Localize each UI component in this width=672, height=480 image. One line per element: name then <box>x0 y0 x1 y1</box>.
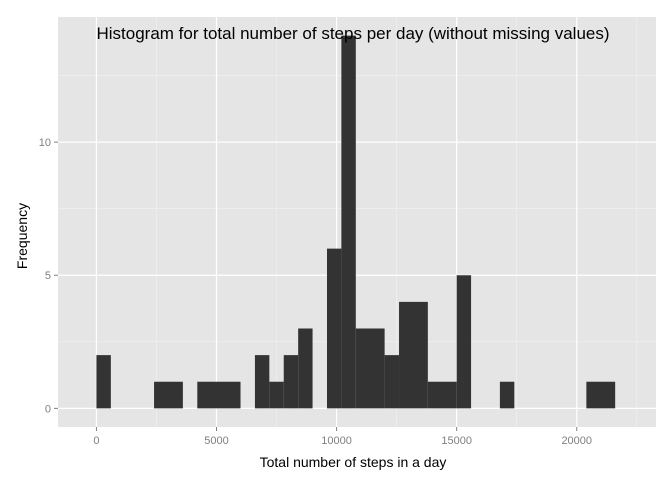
histogram-bar <box>499 381 515 409</box>
histogram-bars <box>96 35 616 409</box>
x-axis-ticks: 0 5000 10000 15000 20000 <box>93 427 592 447</box>
histogram-bar <box>197 381 241 409</box>
histogram-bar <box>154 381 183 409</box>
histogram-bar <box>399 301 428 409</box>
y-tick-label: 10 <box>39 137 51 149</box>
histogram-bar <box>341 35 356 409</box>
histogram-bar <box>427 381 457 409</box>
histogram-bar <box>96 355 111 409</box>
x-tick-label: 5000 <box>204 435 228 447</box>
histogram-bar <box>586 381 616 409</box>
x-tick-label: 0 <box>93 435 99 447</box>
y-tick-label: 5 <box>45 270 51 282</box>
x-tick-label: 10000 <box>321 435 352 447</box>
histogram-bar <box>384 355 400 409</box>
x-tick-label: 15000 <box>441 435 472 447</box>
histogram-bar <box>456 275 472 409</box>
histogram-bar <box>298 328 313 409</box>
x-axis-title: Total number of steps in a day <box>260 454 447 470</box>
x-tick-label: 20000 <box>561 435 592 447</box>
y-axis-ticks: 0 5 10 <box>39 137 58 415</box>
y-axis-title: Frequency <box>14 203 30 269</box>
histogram-bar <box>326 248 342 409</box>
histogram-bar <box>355 328 385 409</box>
y-tick-label: 0 <box>45 403 51 415</box>
chart-title: Histogram for total number of steps per … <box>96 24 609 43</box>
histogram-bar <box>269 381 284 409</box>
histogram-bar <box>254 355 270 409</box>
histogram-bar <box>283 355 299 409</box>
